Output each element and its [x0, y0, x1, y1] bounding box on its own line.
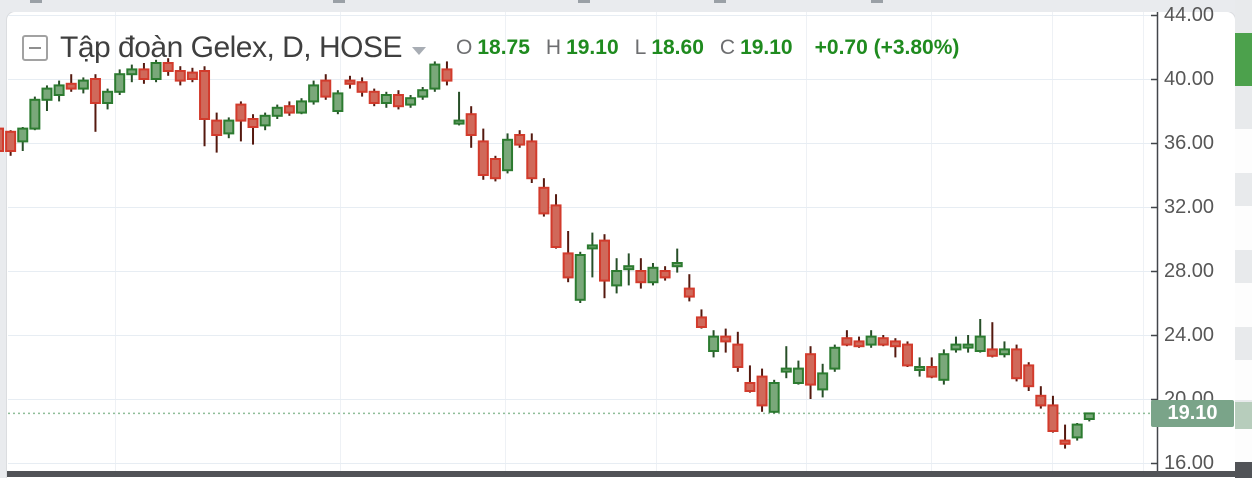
close-value: 19.10 — [740, 36, 793, 59]
chart-plot-area[interactable] — [7, 12, 1157, 471]
cropped-text-artifact — [578, 0, 590, 3]
minus-icon — [29, 47, 41, 49]
background-band — [1235, 206, 1252, 250]
background-green-block — [1235, 33, 1252, 86]
background-top-strip — [0, 0, 1252, 12]
close-label: C — [719, 36, 736, 59]
background-band — [1235, 129, 1252, 173]
open-label: O — [456, 36, 473, 59]
y-axis-label: 40.00 — [1164, 68, 1215, 90]
background-dark-band — [1235, 462, 1252, 478]
cropped-text-artifact — [714, 0, 726, 3]
cropped-text-artifact — [871, 0, 883, 3]
background-right-strip — [1235, 0, 1252, 478]
open-value: 18.75 — [477, 36, 530, 59]
background-band — [1235, 429, 1252, 462]
cropped-text-artifact — [333, 0, 345, 3]
background-band — [1235, 283, 1252, 327]
ohlc-readout: O 18.75 H 19.10 L 18.60 C 19.10 +0.70 (+… — [456, 36, 959, 60]
low-value: 18.60 — [651, 36, 704, 59]
last-price-badge: 19.10 — [1151, 400, 1234, 427]
time-axis-separator — [7, 471, 1235, 477]
symbol-title[interactable]: Tập đoàn Gelex, D, HOSE — [60, 31, 403, 64]
y-axis-label: 44.00 — [1164, 4, 1215, 26]
chart-panel — [7, 12, 1235, 478]
cropped-text-artifact — [30, 0, 42, 3]
chart-legend: Tập đoàn Gelex, D, HOSE O 18.75 H 19.10 … — [22, 31, 959, 65]
low-label: L — [634, 36, 647, 59]
legend-collapse-icon[interactable] — [22, 35, 48, 61]
y-axis-label: 32.00 — [1164, 196, 1215, 218]
background-band — [1235, 360, 1252, 400]
change-value: +0.70 (+3.80%) — [814, 36, 960, 59]
y-axis-label: 28.00 — [1164, 260, 1215, 282]
chevron-down-icon[interactable] — [412, 47, 426, 55]
high-label: H — [545, 36, 562, 59]
high-value: 19.10 — [566, 36, 619, 59]
y-axis-label: 36.00 — [1164, 132, 1215, 154]
badge-remnant — [1235, 402, 1252, 429]
y-axis-label: 16.00 — [1164, 452, 1215, 474]
y-axis-label: 24.00 — [1164, 324, 1215, 346]
